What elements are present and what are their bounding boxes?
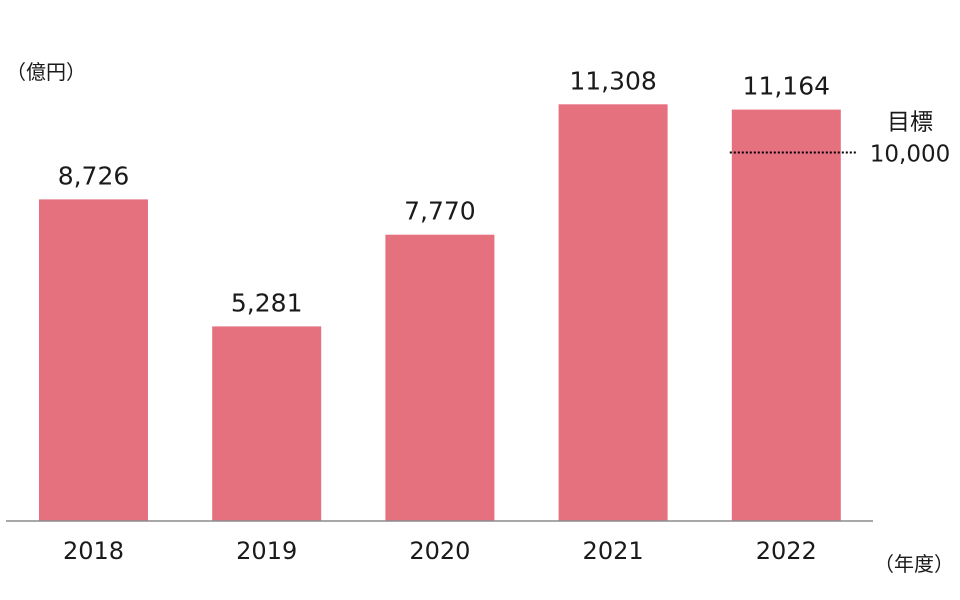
value-label-2021: 11,308 (569, 66, 656, 95)
value-labels-group: 8,726 5,281 7,770 11,308 11,164 (58, 66, 830, 317)
bars-group (39, 104, 841, 522)
x-tick-label-2021: 2021 (583, 537, 644, 565)
bar-2022 (731, 109, 841, 521)
x-tick-label-2019: 2019 (236, 537, 297, 565)
x-tick-labels-group: 2018 2019 2020 2021 2022 (63, 537, 817, 565)
bar-2019 (212, 326, 322, 521)
value-label-2022: 11,164 (743, 72, 830, 101)
y-unit-label: （億円） (6, 60, 86, 84)
target-value-label: 10,000 (870, 142, 950, 168)
x-tick-label-2018: 2018 (63, 537, 124, 565)
bar-2018 (39, 199, 148, 521)
bar-2020 (385, 234, 495, 521)
value-label-2019: 5,281 (231, 288, 303, 317)
x-tick-label-2020: 2020 (409, 537, 470, 565)
value-label-2018: 8,726 (58, 161, 130, 190)
value-label-2020: 7,770 (404, 197, 476, 226)
target-label: 目標 (887, 110, 933, 136)
bar-2021 (558, 104, 668, 522)
x-unit-label: （年度） (874, 552, 954, 576)
x-tick-label-2022: 2022 (756, 537, 817, 565)
